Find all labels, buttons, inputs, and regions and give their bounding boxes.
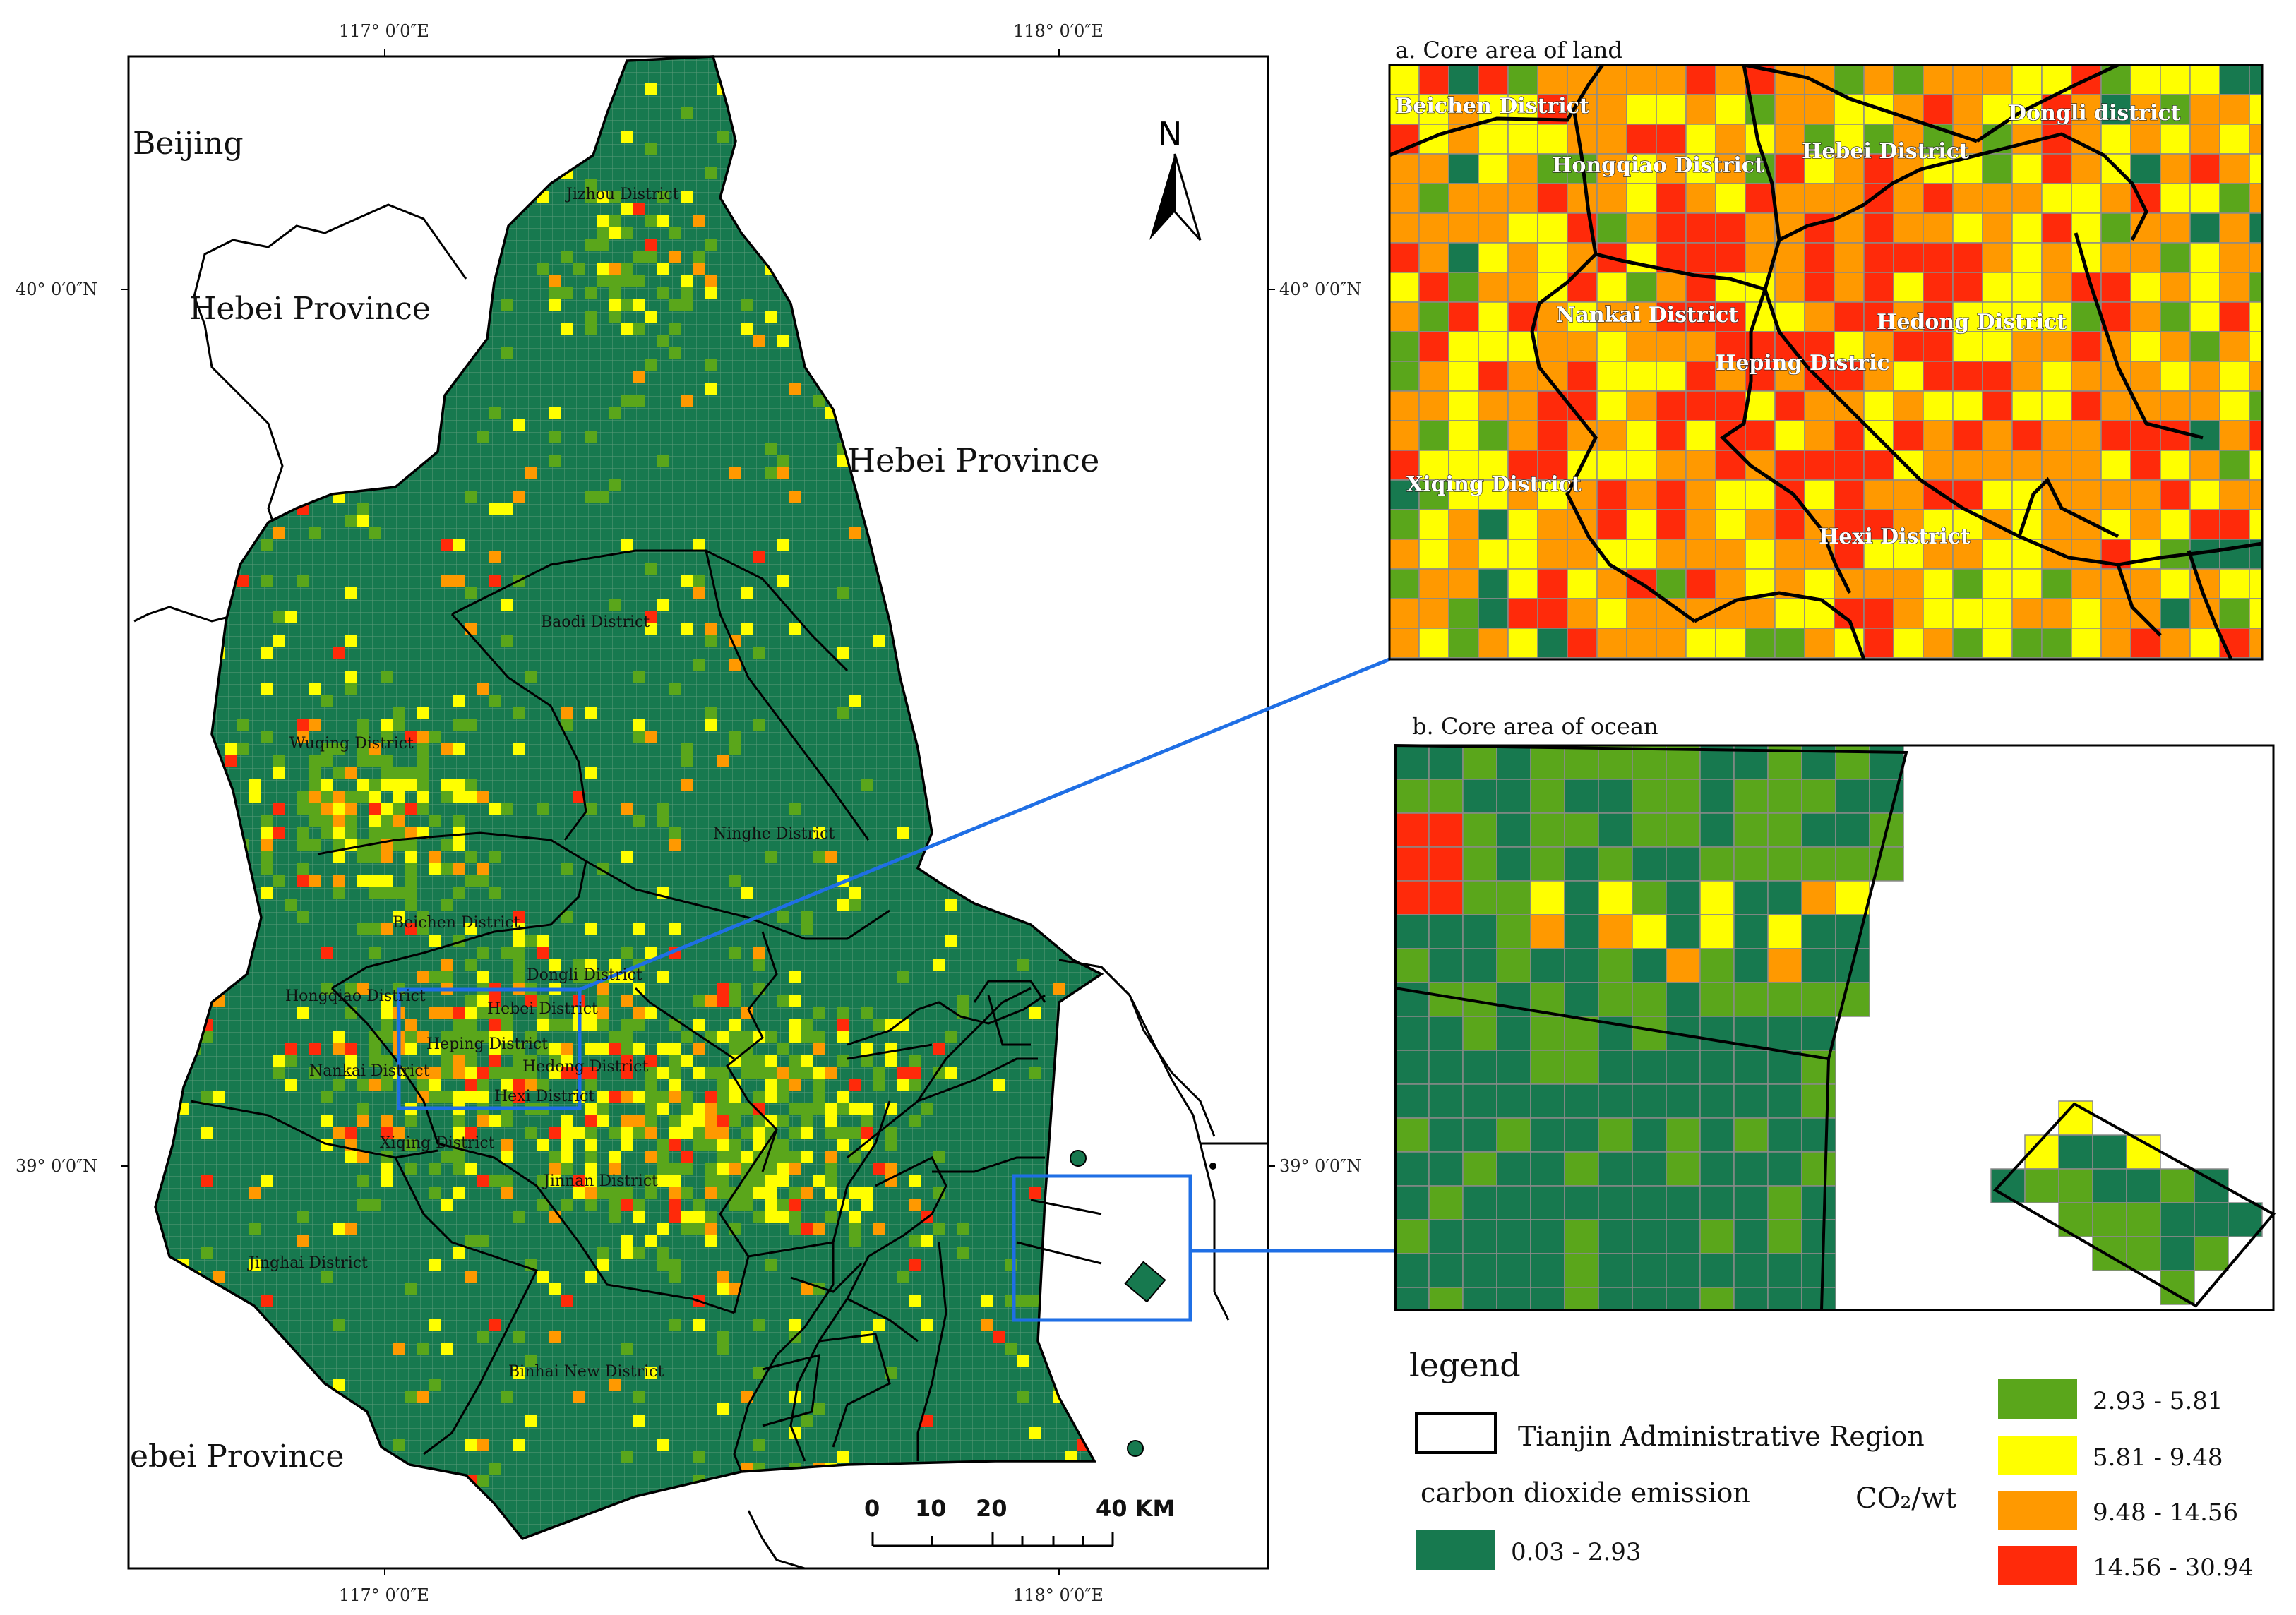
inset-a-label-beichen: Beichen District xyxy=(1395,94,1589,119)
legend-swatch-class-5 xyxy=(1998,1546,2077,1585)
north-arrow-icon: N xyxy=(1149,115,1202,241)
inset-a-label-heping: Heping Distric xyxy=(1716,351,1890,376)
inset-a-label-xiqing: Xiqing District xyxy=(1406,472,1582,497)
legend-swatch-class-3 xyxy=(1998,1436,2077,1475)
inset-a-label-hedong: Hedong District xyxy=(1877,310,2067,335)
legend-class-3-range: 5.81 - 9.48 xyxy=(2093,1443,2223,1472)
district-label-xiqing: Xiqing District xyxy=(380,1134,495,1152)
district-label-ninghe: Ninghe District xyxy=(713,825,835,843)
inset-a-label-hexi: Hexi District xyxy=(1819,524,1971,549)
legend-swatch-class-1 xyxy=(1416,1530,1495,1570)
inset-a-label-dongli: Dongli district xyxy=(2008,101,2181,126)
coastline xyxy=(1058,959,1230,1321)
place-label-hebei-nw: Hebei Province xyxy=(189,291,431,327)
legend-title: legend xyxy=(1409,1346,1521,1384)
core-ocean-highlight-box xyxy=(1012,1174,1192,1322)
district-label-baodi: Baodi District xyxy=(541,613,650,631)
district-label-jinghai: Jinghai District xyxy=(247,1254,368,1272)
inset-a-core-land: Beichen District Dongli district Hongqia… xyxy=(1388,64,2264,661)
inset-a-label-nankai: Nankai District xyxy=(1556,303,1738,328)
district-label-hebei: Hebei District xyxy=(487,1000,598,1018)
district-label-heping: Heping District xyxy=(426,1035,548,1053)
legend-swatch-class-2 xyxy=(1998,1379,2077,1419)
scale-label-10: 10 xyxy=(915,1495,947,1522)
district-label-jizhou: Jizhou District xyxy=(565,186,679,203)
district-label-nankai: Nankai District xyxy=(309,1062,430,1080)
inset-b-title: b. Core area of ocean xyxy=(1412,713,1658,740)
legend-boundary-label: Tianjin Administrative Region xyxy=(1518,1421,1925,1452)
lon-label-top-1: 117° 0′0″E xyxy=(339,21,429,41)
legend-class-5-range: 14.56 - 30.94 xyxy=(2093,1554,2254,1582)
inset-b-core-ocean xyxy=(1394,743,2276,1311)
lon-label-top-2: 118° 0′0″E xyxy=(1013,21,1104,41)
inset-a-title: a. Core area of land xyxy=(1395,37,1622,64)
lat-label-left-1: 40° 0′0″N xyxy=(16,280,97,299)
district-label-wuqing: Wuqing District xyxy=(289,735,414,752)
district-label-jinnan: Jinnan District xyxy=(542,1172,658,1190)
inset-a-label-hongqiao: Hongqiao District xyxy=(1552,153,1764,178)
district-label-hexi: Hexi District xyxy=(494,1088,594,1105)
district-label-beichen: Beichen District xyxy=(393,914,520,932)
connector-line-land xyxy=(579,657,1390,992)
offshore-islands xyxy=(1070,1150,1216,1457)
core-land-highlight-box xyxy=(397,987,582,1110)
inset-a-label-hebei: Hebei District xyxy=(1802,139,1969,164)
svg-text:N: N xyxy=(1158,115,1182,153)
district-boundaries xyxy=(190,549,1102,1472)
lon-label-bottom-2: 118° 0′0″E xyxy=(1013,1585,1104,1605)
scale-bar: 0 10 20 40 KM xyxy=(864,1495,1175,1547)
district-label-dongli: Dongli District xyxy=(527,966,642,984)
lat-label-right-1: 40° 0′0″N xyxy=(1279,280,1361,299)
legend-emission-label: carbon dioxide emission xyxy=(1421,1477,1750,1508)
legend: legend Tianjin Administrative Region car… xyxy=(1409,1346,2254,1585)
legend-swatch-class-4 xyxy=(1998,1491,2077,1530)
lat-label-right-2: 39° 0′0″N xyxy=(1279,1156,1361,1176)
district-label-binhai: Binhai New District xyxy=(508,1363,664,1381)
lon-label-bottom-1: 117° 0′0″E xyxy=(339,1585,429,1605)
place-label-beijing: Beijing xyxy=(133,126,244,162)
legend-class-1-range: 0.03 - 2.93 xyxy=(1511,1538,1642,1566)
legend-class-2-range: 2.93 - 5.81 xyxy=(2093,1387,2223,1415)
legend-class-4-range: 9.48 - 14.56 xyxy=(2093,1499,2238,1527)
place-label-hebei-sw: ebei Province xyxy=(130,1439,344,1475)
district-label-hedong: Hedong District xyxy=(522,1058,648,1076)
scale-label-40: 40 KM xyxy=(1096,1495,1175,1522)
legend-boundary-swatch xyxy=(1415,1412,1497,1454)
district-label-hongqiao: Hongqiao District xyxy=(285,987,426,1005)
place-label-hebei-ne: Hebei Province xyxy=(847,441,1099,479)
coordinate-ticks xyxy=(121,49,1275,1575)
scale-label-20: 20 xyxy=(976,1495,1008,1522)
scale-label-0: 0 xyxy=(864,1495,880,1522)
lat-label-left-2: 39° 0′0″N xyxy=(16,1156,97,1176)
legend-unit: CO₂/wt xyxy=(1855,1482,1956,1515)
